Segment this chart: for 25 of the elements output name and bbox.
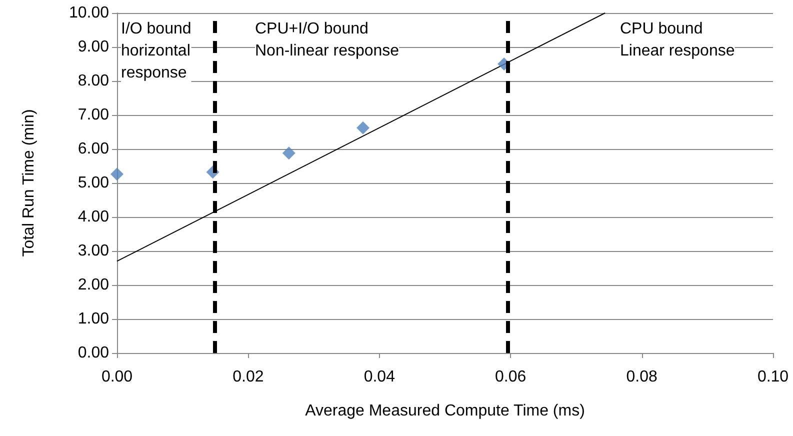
point	[282, 146, 296, 160]
y-axis-title: Total Run Time (min)	[20, 109, 38, 257]
y-tick-label: 6.00	[78, 140, 110, 158]
point	[356, 121, 370, 134]
y-tick-label: 0.00	[78, 344, 110, 362]
x-tick-label: 0.04	[364, 368, 396, 386]
annotation: CPU+I/O bound Non-linear response	[255, 20, 400, 60]
y-tick-label: 4.00	[78, 208, 110, 226]
annotation: CPU bound Linear response	[620, 20, 735, 60]
x-axis-title: Average Measured Compute Time (ms)	[305, 402, 585, 420]
x-tick-label: 0.08	[626, 368, 658, 386]
annotation: I/O bound horizontal response	[121, 20, 192, 82]
x-tick-label: 0.06	[495, 368, 526, 386]
x-tick-label: 0.10	[757, 368, 789, 386]
y-tick-label: 10.00	[68, 4, 110, 22]
y-tick-label: 3.00	[78, 242, 110, 260]
y-tick-label: 2.00	[78, 276, 110, 294]
point	[110, 168, 124, 181]
x-tick-label: 0.00	[101, 368, 133, 386]
y-tick-label: 7.00	[78, 106, 110, 124]
y-tick-label: 5.00	[78, 174, 110, 192]
x-tick-label: 0.02	[232, 368, 264, 386]
y-tick-label: 8.00	[78, 72, 110, 90]
y-tick-label: 9.00	[78, 38, 110, 56]
y-tick-label: 1.00	[78, 310, 110, 328]
